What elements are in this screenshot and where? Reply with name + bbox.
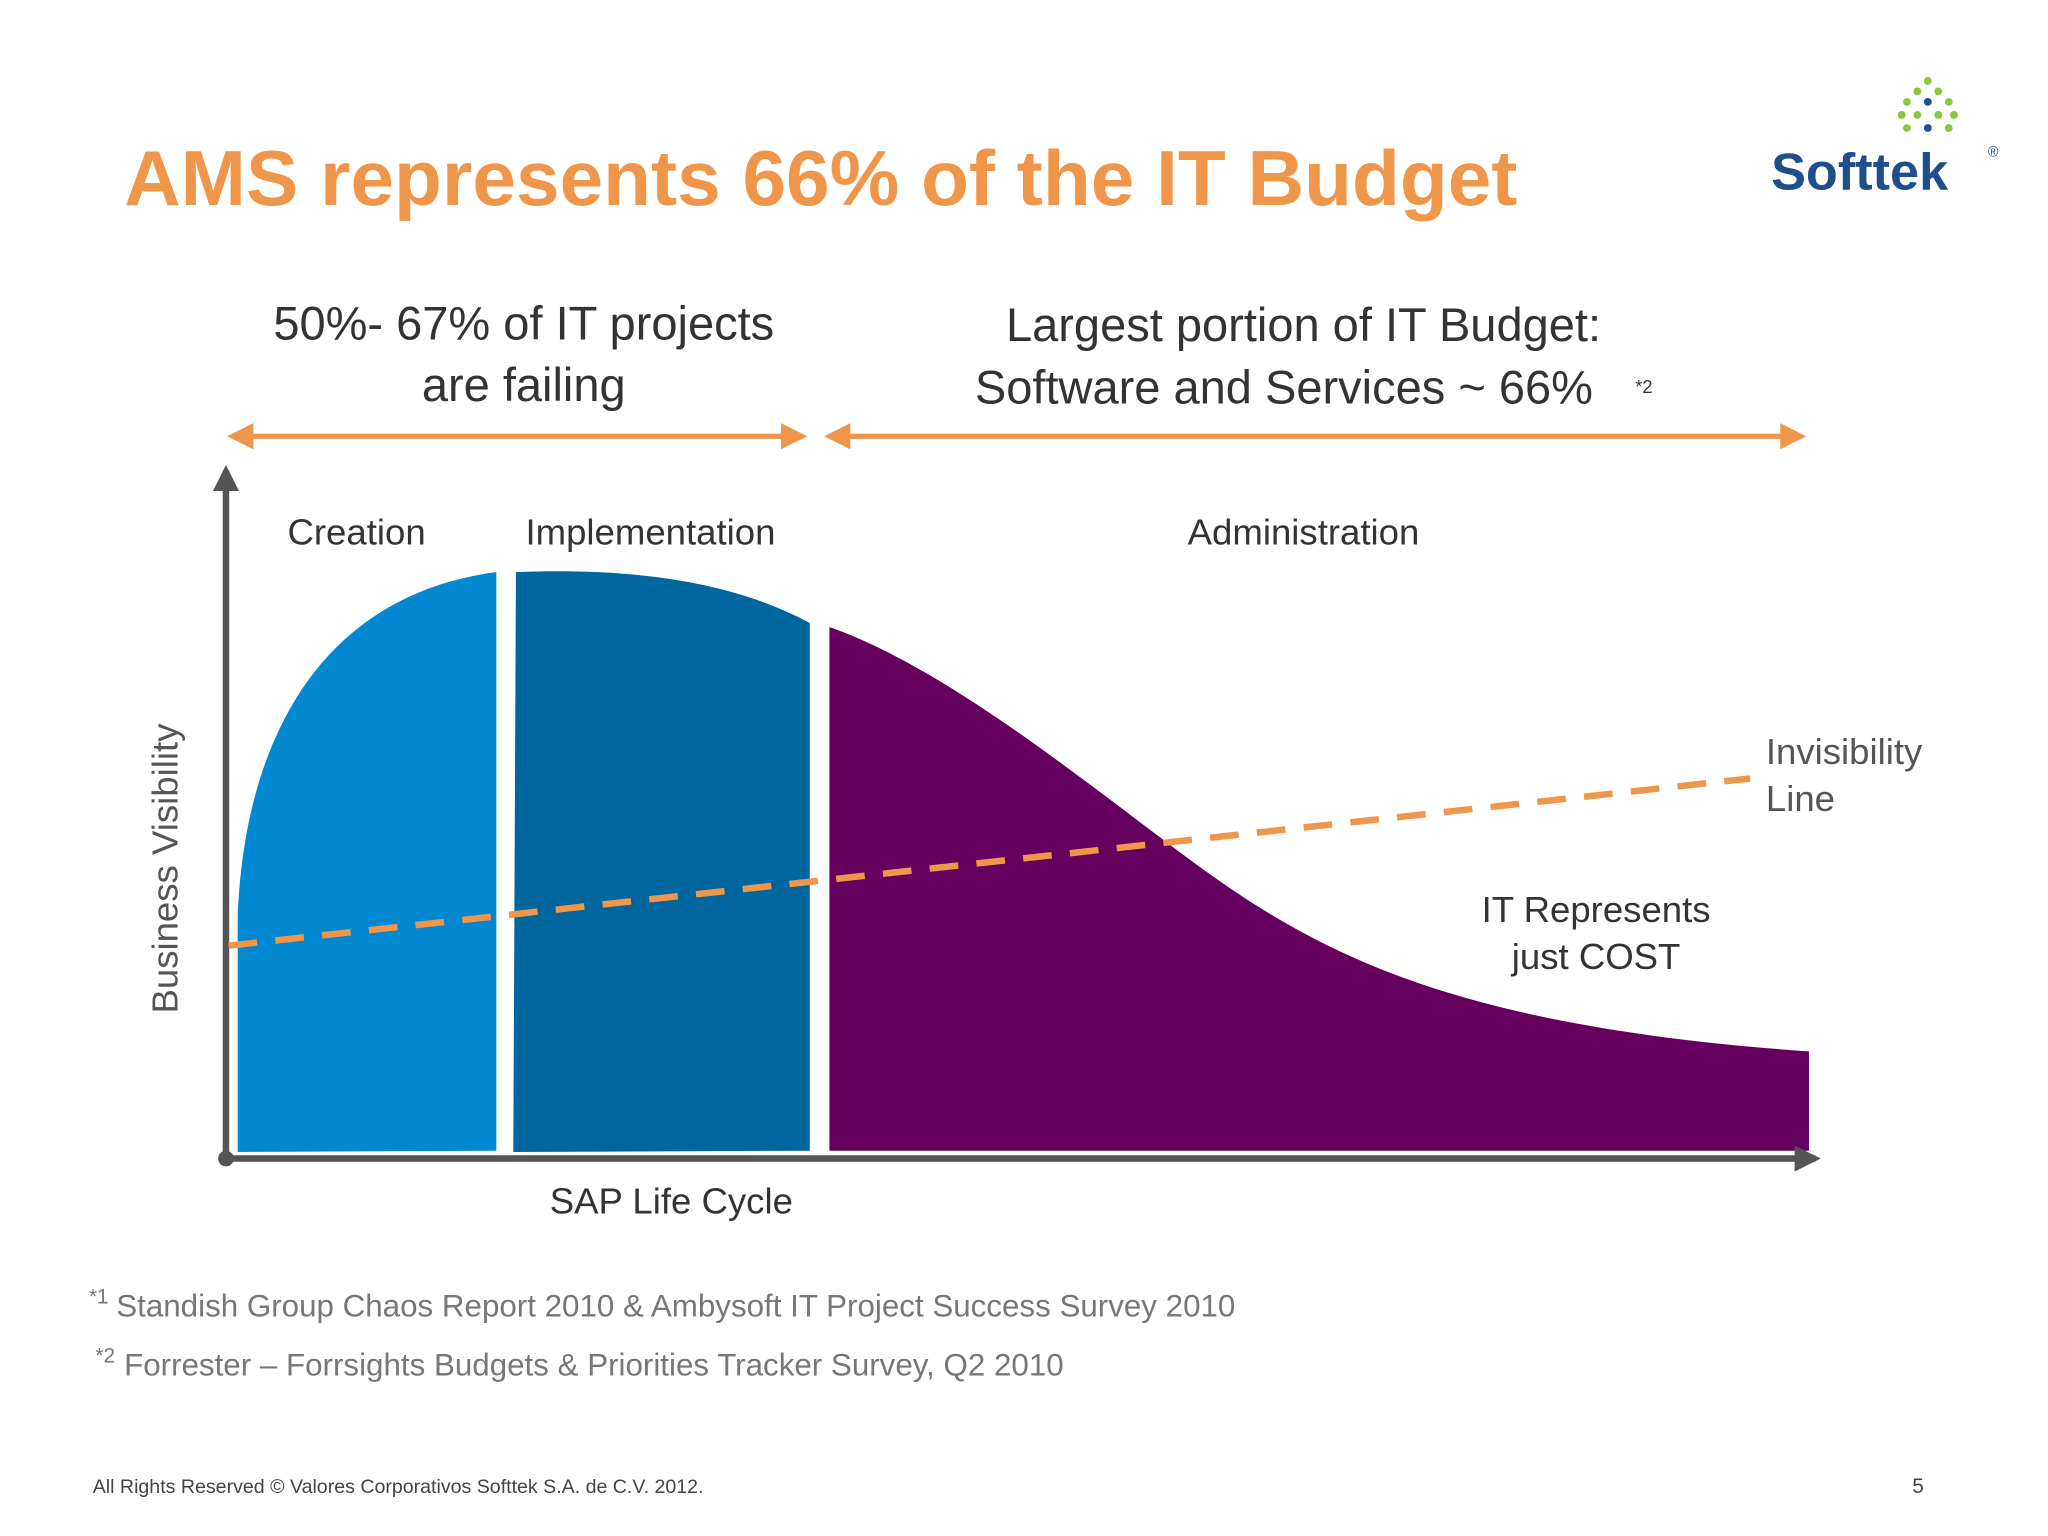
logo-mark: ® (1988, 145, 1999, 161)
y-axis-label: Business Visibility (145, 723, 186, 1014)
logo: Softtek (1771, 143, 1949, 201)
banner-note: *2 (1635, 376, 1652, 397)
footnote: Standish Group Chaos Report 2010 & Ambys… (116, 1289, 1235, 1324)
banner-text: are failing (422, 358, 626, 411)
copyright: All Rights Reserved © Valores Corporativ… (93, 1476, 704, 1498)
creation-area (237, 572, 497, 1152)
title: AMS represents 66% of the IT Budget (124, 134, 1517, 222)
administration-area (829, 626, 1809, 1151)
x-axis-label: SAP Life Cycle (550, 1180, 793, 1221)
annotation: IT Represents (1482, 889, 1711, 930)
annotation: Invisibility (1766, 731, 1923, 772)
invisibility-line (228, 775, 1751, 949)
phase-label: Creation (287, 512, 425, 553)
implementation-area (513, 571, 810, 1152)
logo-icon (1897, 77, 1958, 132)
banner-text: Software and Services ~ 66% (975, 361, 1593, 414)
footnote-mark: *2 (95, 1344, 115, 1367)
footnote: Forrester – Forrsights Budgets & Priorit… (124, 1347, 1064, 1382)
page-number: 5 (1912, 1475, 1924, 1498)
banner-text: 50%- 67% of IT projects (273, 297, 774, 350)
banner-text: Largest portion of IT Budget: (1006, 298, 1601, 351)
footnote-mark: *1 (89, 1286, 109, 1309)
annotation: just COST (1511, 936, 1681, 977)
phase-label: Administration (1188, 512, 1420, 553)
annotation: Line (1766, 778, 1835, 819)
phase-label: Implementation (525, 512, 775, 553)
origin (218, 1150, 234, 1167)
